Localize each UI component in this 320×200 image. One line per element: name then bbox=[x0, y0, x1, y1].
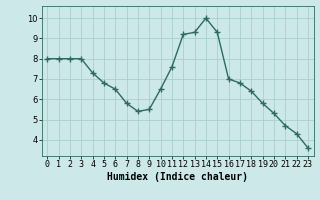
X-axis label: Humidex (Indice chaleur): Humidex (Indice chaleur) bbox=[107, 172, 248, 182]
